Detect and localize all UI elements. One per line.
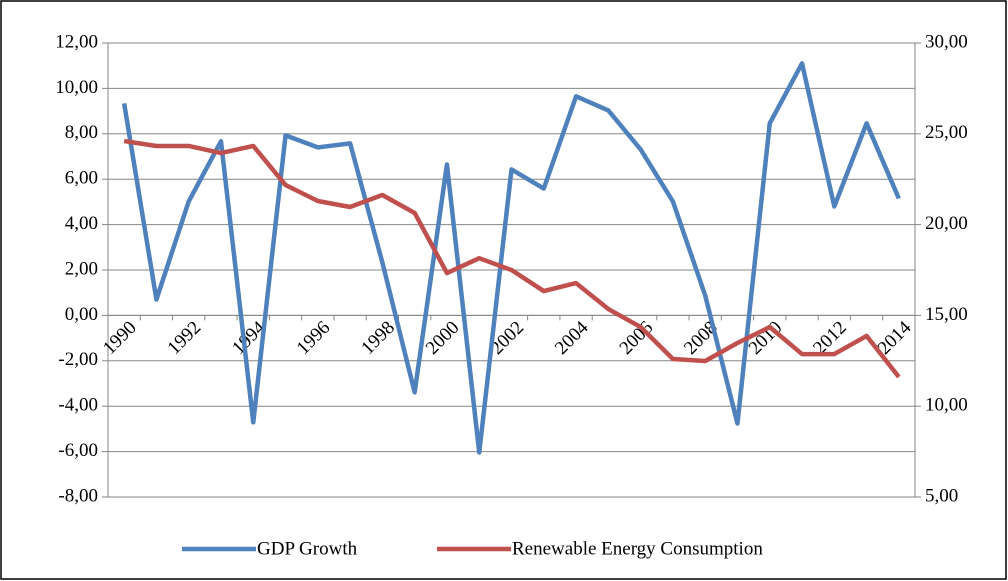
y-tick-label: 2,00 — [65, 258, 98, 279]
legend-label: Renewable Energy Consumption — [512, 538, 763, 559]
y2-tick-label: 15,00 — [925, 304, 968, 325]
y2-tick-label: 30,00 — [925, 31, 968, 52]
y-tick-label: 10,00 — [55, 77, 98, 98]
y2-tick-label: 10,00 — [925, 395, 968, 416]
legend-label: GDP Growth — [257, 538, 358, 559]
y-tick-label: -8,00 — [58, 485, 98, 506]
y2-tick-label: 20,00 — [925, 213, 968, 234]
line-series — [121, 61, 901, 455]
y2-tick-label: 25,00 — [925, 122, 968, 143]
y-tick-label: -6,00 — [58, 440, 98, 461]
line-series — [123, 138, 901, 379]
y-tick-label: 8,00 — [65, 122, 98, 143]
y-tick-label: 12,00 — [55, 31, 98, 52]
y-tick-label: 0,00 — [65, 304, 98, 325]
y-tick-label: 4,00 — [65, 213, 98, 234]
y-tick-label: -4,00 — [58, 395, 98, 416]
y-tick-label: -2,00 — [58, 349, 98, 370]
y2-tick-label: 5,00 — [925, 485, 958, 506]
y-tick-label: 6,00 — [65, 168, 98, 189]
